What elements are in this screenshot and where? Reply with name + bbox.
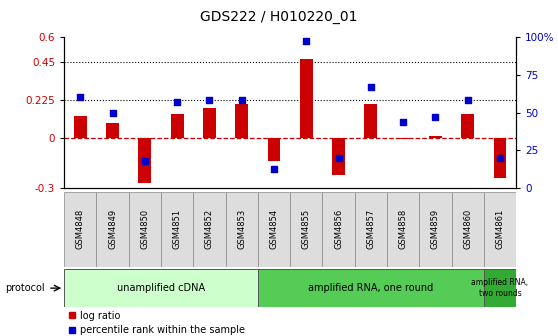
Point [237, 98, 246, 103]
Bar [397, 138, 410, 139]
Bar [268, 138, 281, 161]
Bar [235, 104, 248, 138]
Text: GSM4848: GSM4848 [76, 209, 85, 249]
Text: GSM4861: GSM4861 [496, 209, 504, 249]
Bar [97, 192, 129, 267]
Point [172, 99, 181, 105]
Bar [493, 138, 507, 178]
Point [76, 95, 85, 100]
Text: protocol: protocol [6, 283, 45, 293]
Text: GSM4858: GSM4858 [398, 209, 408, 249]
Bar [258, 269, 484, 307]
Bar [387, 192, 419, 267]
Text: GDS222 / H010220_01: GDS222 / H010220_01 [200, 10, 358, 24]
Text: GSM4850: GSM4850 [141, 209, 150, 249]
Bar [193, 192, 225, 267]
Bar [484, 269, 516, 307]
Bar [364, 104, 377, 138]
Text: GSM4859: GSM4859 [431, 209, 440, 249]
Point [205, 98, 214, 103]
Bar [332, 138, 345, 175]
Bar [129, 192, 161, 267]
Bar [161, 192, 193, 267]
Text: GSM4854: GSM4854 [270, 209, 278, 249]
Point [398, 119, 407, 124]
Bar [138, 138, 151, 183]
Text: amplified RNA,
two rounds: amplified RNA, two rounds [472, 279, 528, 298]
Bar [484, 192, 516, 267]
Legend: log ratio, percentile rank within the sample: log ratio, percentile rank within the sa… [69, 310, 245, 335]
Bar [64, 269, 258, 307]
Text: GSM4855: GSM4855 [302, 209, 311, 249]
Bar [64, 192, 97, 267]
Point [302, 39, 311, 44]
Text: GSM4860: GSM4860 [463, 209, 472, 249]
Bar [429, 136, 442, 138]
Text: GSM4853: GSM4853 [237, 209, 246, 249]
Point [270, 166, 278, 171]
Point [463, 98, 472, 103]
Bar [225, 192, 258, 267]
Text: unamplified cDNA: unamplified cDNA [117, 283, 205, 293]
Point [431, 114, 440, 120]
Point [141, 158, 150, 164]
Text: GSM4849: GSM4849 [108, 209, 117, 249]
Bar [258, 192, 290, 267]
Text: amplified RNA, one round: amplified RNA, one round [308, 283, 434, 293]
Bar [419, 192, 451, 267]
Point [334, 155, 343, 161]
Bar [300, 59, 312, 138]
Text: GSM4856: GSM4856 [334, 209, 343, 249]
Point [367, 84, 376, 90]
Bar [355, 192, 387, 267]
Bar [451, 192, 484, 267]
Bar [171, 114, 184, 138]
Bar [106, 123, 119, 138]
Bar [74, 116, 87, 138]
Bar [323, 192, 355, 267]
Text: GSM4852: GSM4852 [205, 209, 214, 249]
Text: GSM4857: GSM4857 [367, 209, 376, 249]
Bar [461, 114, 474, 138]
Bar [203, 108, 216, 138]
Point [108, 110, 117, 115]
Point [496, 155, 504, 161]
Bar [290, 192, 323, 267]
Text: GSM4851: GSM4851 [172, 209, 182, 249]
